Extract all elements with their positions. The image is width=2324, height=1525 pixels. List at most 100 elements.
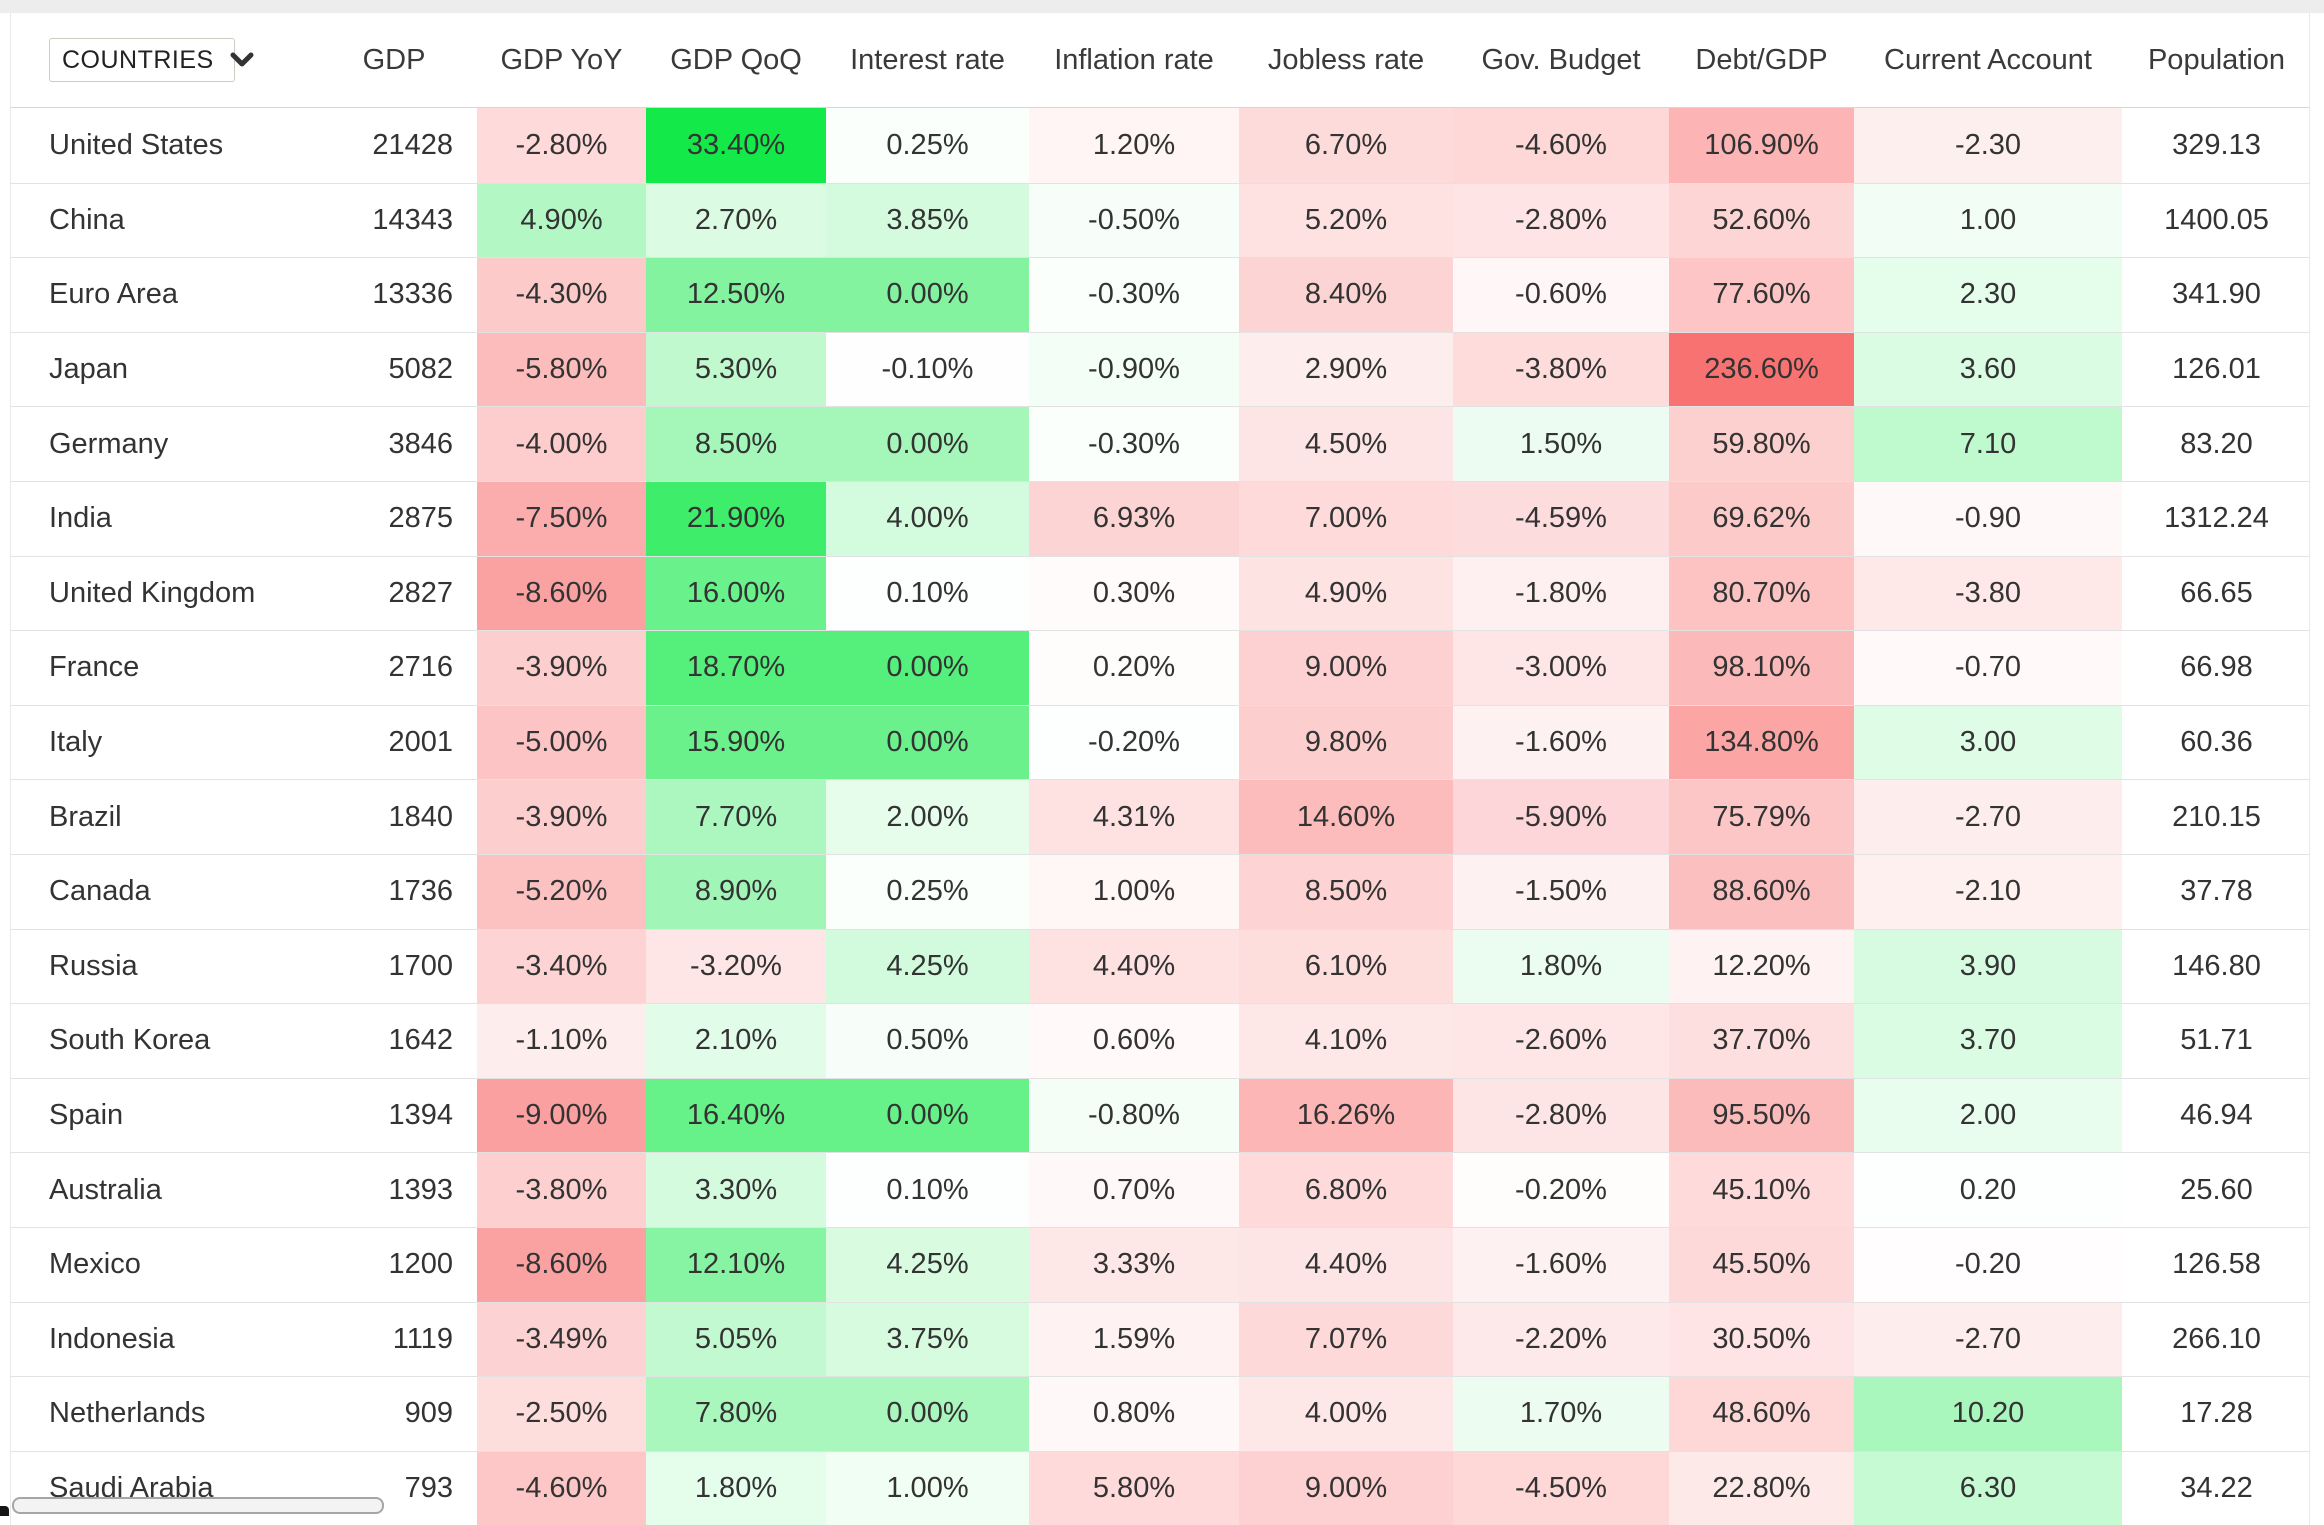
inflation-rate-cell: -0.80%	[1029, 1078, 1239, 1153]
gov-budget-cell: -1.60%	[1453, 705, 1669, 780]
table-row[interactable]: South Korea 1642 -1.10% 2.10% 0.50% 0.60…	[11, 1003, 2309, 1078]
population-cell: 60.36	[2180, 726, 2253, 759]
gdp-qoq-cell: 21.90%	[646, 481, 826, 556]
inflation-rate-cell: 0.70%	[1029, 1153, 1239, 1227]
population-cell: 25.60	[2180, 1173, 2253, 1206]
inflation-rate-cell: 0.30%	[1029, 556, 1239, 631]
gdp-qoq-cell: 5.30%	[646, 332, 826, 407]
inflation-rate-cell: 1.20%	[1029, 108, 1239, 183]
country-cell[interactable]: Canada	[49, 875, 151, 908]
table-row[interactable]: Netherlands 909 -2.50% 7.80% 0.00% 0.80%…	[11, 1376, 2309, 1451]
column-header-gov-budget: Gov. Budget	[1481, 43, 1641, 76]
country-cell[interactable]: India	[49, 502, 112, 535]
debt-gdp-cell: 236.60%	[1669, 332, 1854, 407]
population-cell: 51.71	[2180, 1024, 2253, 1057]
gdp-qoq-cell: 2.70%	[646, 183, 826, 258]
gdp-cell: 2001	[388, 726, 453, 759]
gdp-qoq-cell: 3.30%	[646, 1153, 826, 1227]
country-cell[interactable]: Indonesia	[49, 1322, 175, 1355]
jobless-rate-cell: 4.50%	[1239, 407, 1453, 481]
interest-rate-cell: 0.10%	[826, 1153, 1029, 1227]
gdp-cell: 2875	[388, 502, 453, 535]
column-header-debt-gdp: Debt/GDP	[1695, 43, 1828, 76]
page-corner-fragment	[0, 1506, 9, 1516]
current-account-cell: 3.00	[1854, 705, 2122, 780]
population-cell: 34.22	[2180, 1471, 2253, 1504]
country-cell[interactable]: Russia	[49, 949, 138, 982]
table-row[interactable]: Italy 2001 -5.00% 15.90% 0.00% -0.20% 9.…	[11, 704, 2309, 780]
current-account-cell: 7.10	[1854, 407, 2122, 481]
gdp-qoq-cell: 8.50%	[646, 407, 826, 481]
chevron-down-icon	[230, 52, 254, 67]
inflation-rate-cell: 1.00%	[1029, 854, 1239, 929]
gdp-yoy-cell: -4.30%	[477, 258, 646, 332]
gdp-yoy-cell: -1.10%	[477, 1004, 646, 1078]
economics-matrix-table: COUNTRIES GDP GDP YoY GDP QoQ Interest r…	[10, 13, 2310, 1525]
gdp-cell: 13336	[372, 278, 453, 311]
gdp-yoy-cell: -5.20%	[477, 854, 646, 929]
country-cell[interactable]: United Kingdom	[49, 576, 256, 609]
table-row[interactable]: Brazil 1840 -3.90% 7.70% 2.00% 4.31% 14.…	[11, 779, 2309, 854]
gdp-cell: 1393	[388, 1173, 453, 1206]
inflation-rate-cell: 3.33%	[1029, 1227, 1239, 1302]
current-account-cell: 3.60	[1854, 332, 2122, 407]
jobless-rate-cell: 9.00%	[1239, 1451, 1453, 1525]
country-cell[interactable]: Germany	[49, 427, 169, 460]
table-row[interactable]: Canada 1736 -5.20% 8.90% 0.25% 1.00% 8.5…	[11, 853, 2309, 929]
population-cell: 37.78	[2180, 875, 2253, 908]
table-row[interactable]: Russia 1700 -3.40% -3.20% 4.25% 4.40% 6.…	[11, 928, 2309, 1004]
country-cell[interactable]: Saudi Arabia	[49, 1471, 214, 1504]
debt-gdp-cell: 22.80%	[1669, 1451, 1854, 1525]
gdp-cell: 3846	[388, 427, 453, 460]
gdp-qoq-cell: 18.70%	[646, 631, 826, 705]
table-row[interactable]: United Kingdom 2827 -8.60% 16.00% 0.10% …	[11, 555, 2309, 631]
country-cell[interactable]: Mexico	[49, 1248, 141, 1281]
country-cell[interactable]: Italy	[49, 726, 103, 759]
country-cell[interactable]: France	[49, 651, 140, 684]
table-row[interactable]: Mexico 1200 -8.60% 12.10% 4.25% 3.33% 4.…	[11, 1226, 2309, 1302]
interest-rate-cell: 3.75%	[826, 1302, 1029, 1377]
country-cell[interactable]: South Korea	[49, 1024, 211, 1057]
gdp-yoy-cell: -2.80%	[477, 108, 646, 183]
population-cell: 341.90	[2172, 278, 2261, 311]
country-cell[interactable]: China	[49, 203, 125, 236]
inflation-rate-cell: 0.60%	[1029, 1004, 1239, 1078]
gov-budget-cell: -4.60%	[1453, 108, 1669, 183]
gdp-qoq-cell: 16.00%	[646, 556, 826, 631]
gdp-qoq-cell: 7.70%	[646, 780, 826, 854]
country-cell[interactable]: United States	[49, 128, 224, 161]
country-cell[interactable]: Brazil	[49, 800, 122, 833]
gdp-cell: 909	[404, 1397, 453, 1430]
debt-gdp-cell: 88.60%	[1669, 854, 1854, 929]
table-row[interactable]: India 2875 -7.50% 21.90% 4.00% 6.93% 7.0…	[11, 480, 2309, 556]
gdp-cell: 2827	[388, 576, 453, 609]
table-row[interactable]: Euro Area 13336 -4.30% 12.50% 0.00% -0.3…	[11, 257, 2309, 332]
jobless-rate-cell: 14.60%	[1239, 780, 1453, 854]
inflation-rate-cell: -0.50%	[1029, 183, 1239, 258]
table-row[interactable]: United States 21428 -2.80% 33.40% 0.25% …	[11, 108, 2309, 183]
column-header-gdp: GDP	[362, 43, 426, 76]
current-account-cell: -2.70	[1854, 1302, 2122, 1377]
country-cell[interactable]: Australia	[49, 1173, 162, 1206]
table-row[interactable]: Germany 3846 -4.00% 8.50% 0.00% -0.30% 4…	[11, 406, 2309, 481]
country-cell[interactable]: Japan	[49, 353, 129, 386]
gdp-yoy-cell: -5.80%	[477, 332, 646, 407]
table-row[interactable]: Saudi Arabia 793 -4.60% 1.80% 1.00% 5.80…	[11, 1450, 2309, 1525]
gov-budget-cell: -3.80%	[1453, 332, 1669, 407]
table-row[interactable]: Spain 1394 -9.00% 16.40% 0.00% -0.80% 16…	[11, 1077, 2309, 1153]
interest-rate-cell: 3.85%	[826, 183, 1029, 258]
table-row[interactable]: France 2716 -3.90% 18.70% 0.00% 0.20% 9.…	[11, 630, 2309, 705]
country-cell[interactable]: Euro Area	[49, 278, 178, 311]
country-cell[interactable]: Netherlands	[49, 1397, 206, 1430]
countries-select[interactable]: COUNTRIES	[49, 38, 254, 82]
gdp-qoq-cell: 2.10%	[646, 1004, 826, 1078]
population-cell: 83.20	[2180, 427, 2253, 460]
table-row[interactable]: Japan 5082 -5.80% 5.30% -0.10% -0.90% 2.…	[11, 331, 2309, 407]
table-row[interactable]: China 14343 4.90% 2.70% 3.85% -0.50% 5.2…	[11, 182, 2309, 258]
interest-rate-cell: 0.00%	[826, 631, 1029, 705]
table-row[interactable]: Australia 1393 -3.80% 3.30% 0.10% 0.70% …	[11, 1152, 2309, 1227]
table-row[interactable]: Indonesia 1119 -3.49% 5.05% 3.75% 1.59% …	[11, 1301, 2309, 1377]
country-cell[interactable]: Spain	[49, 1099, 124, 1132]
interest-rate-cell: 0.25%	[826, 108, 1029, 183]
interest-rate-cell: 4.25%	[826, 929, 1029, 1004]
